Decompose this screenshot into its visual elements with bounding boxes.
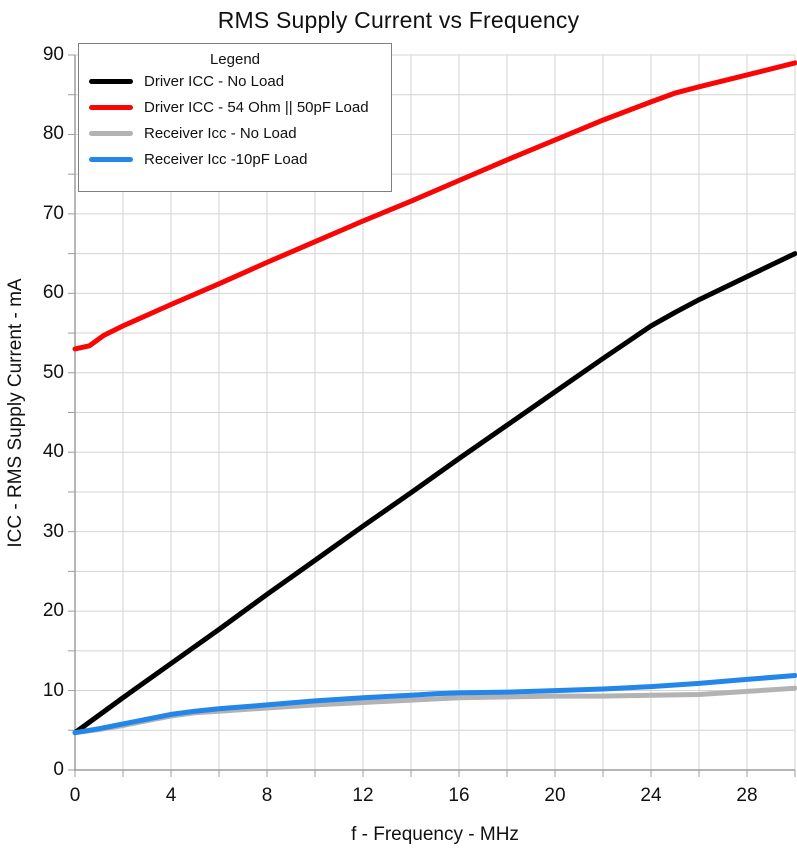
series-line-1 <box>72 60 797 352</box>
y-tick-label: 50 <box>42 361 64 383</box>
legend-item-3: Receiver Icc -10pF Load <box>79 146 391 172</box>
x-tick-label: 24 <box>640 785 662 806</box>
y-tick-label: 60 <box>42 282 64 304</box>
y-tick-label: 40 <box>42 441 64 463</box>
legend-title: Legend <box>209 51 261 68</box>
legend-label: Receiver Icc - No Load <box>144 124 297 142</box>
legend-items: Driver ICC - No Load Driver ICC - 54 Ohm … <box>79 68 391 172</box>
legend-label: Receiver Icc -10pF Load <box>144 150 308 168</box>
legend-label: Driver ICC - 54 Ohm || 50pF Load <box>144 98 369 116</box>
legend: Legend Driver ICC - No Load Driver ICC - … <box>78 43 392 192</box>
legend-item-0: Driver ICC - No Load <box>79 68 391 94</box>
series-line-3 <box>72 673 797 736</box>
y-tick-label: 0 <box>53 759 64 780</box>
legend-swatch-icon <box>89 78 133 84</box>
legend-item-2: Receiver Icc - No Load <box>79 120 391 146</box>
y-tick-label: 90 <box>42 44 64 65</box>
legend-item-1: Driver ICC - 54 Ohm || 50pF Load <box>79 94 391 120</box>
legend-swatch-icon <box>89 104 133 110</box>
y-tick-label: 10 <box>42 679 64 701</box>
y-tick-label: 30 <box>42 520 64 542</box>
y-tick-label: 70 <box>42 202 64 224</box>
x-tick-label: 8 <box>261 785 273 806</box>
x-tick-label: 16 <box>448 785 470 806</box>
x-tick-label: 28 <box>736 785 758 806</box>
x-tick-label: 20 <box>544 785 566 806</box>
y-tick-label: 20 <box>42 600 64 622</box>
legend-swatch-icon <box>89 156 133 162</box>
x-tick-label: 0 <box>69 785 81 806</box>
x-tick-label: 4 <box>165 785 177 806</box>
chart-title: RMS Supply Current vs Frequency <box>217 7 580 33</box>
series-line-0 <box>72 251 797 736</box>
legend-label: Driver ICC - No Load <box>144 72 285 90</box>
y-tick-label: 80 <box>42 123 64 145</box>
legend-swatch-icon <box>89 130 133 136</box>
x-tick-label: 12 <box>352 785 374 806</box>
x-axis-title: f - Frequency - MHz <box>351 824 519 845</box>
